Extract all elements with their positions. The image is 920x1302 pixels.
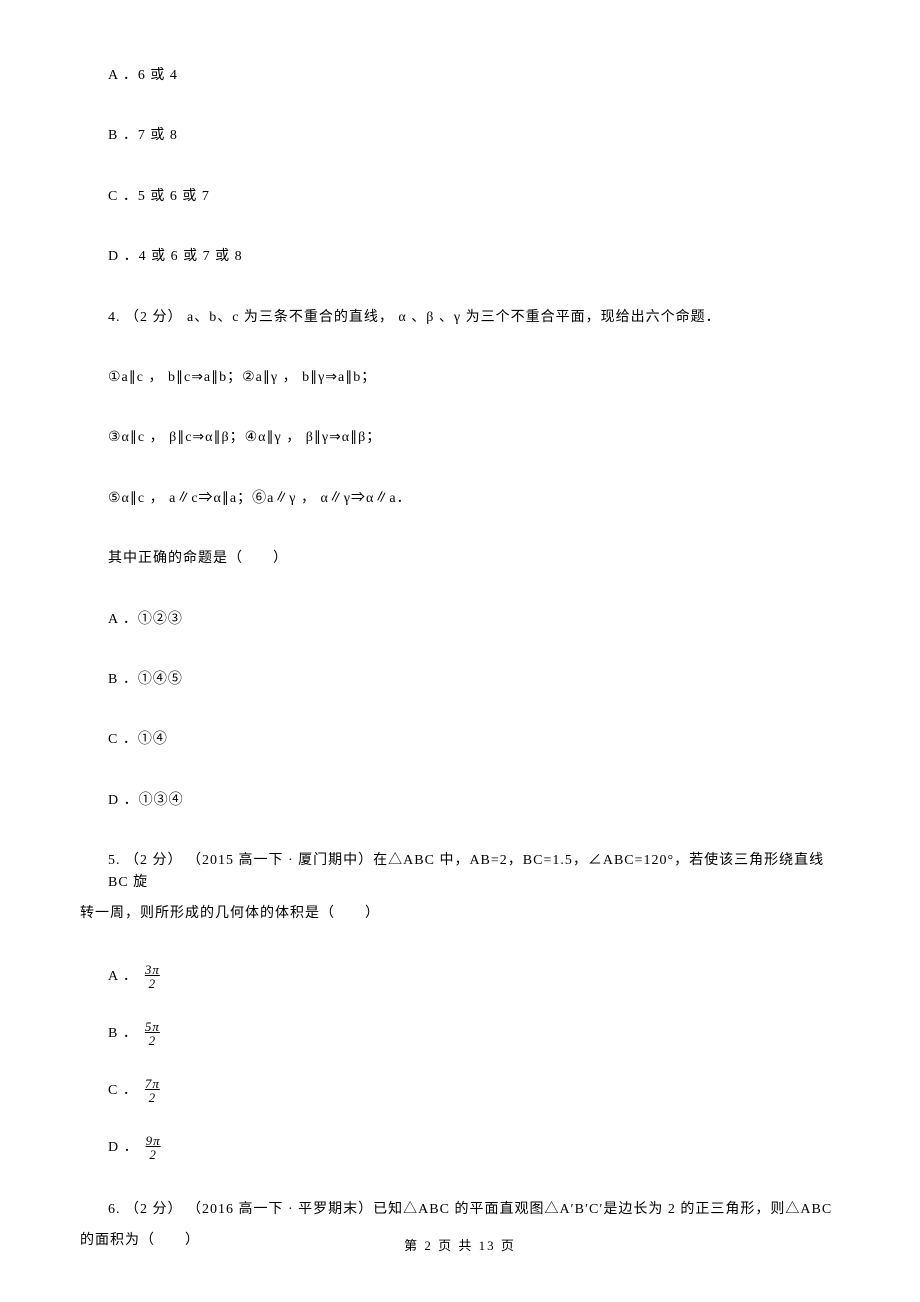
q4-option-a: A ．①②③: [80, 609, 840, 631]
q3-option-a: A ．6 或 4: [80, 65, 840, 87]
q5-option-c-num: 7π: [144, 1077, 161, 1091]
q5-option-b-num: 5π: [144, 1020, 161, 1034]
q4-option-d: D ．①③④: [80, 790, 840, 812]
q5-option-b-label: B ．: [108, 1023, 138, 1045]
q5-stem-line2: 转一周，则所形成的几何体的体积是（ ）: [80, 903, 840, 925]
q4-option-b: B ．①④⑤: [80, 669, 840, 691]
q5-option-b-fraction: 5π 2: [144, 1020, 161, 1047]
q5-option-c-fraction: 7π 2: [144, 1077, 161, 1104]
q4-line2: ③α∥c ， β∥c⇒α∥β；④α∥γ ， β∥γ⇒α∥β；: [80, 427, 840, 449]
q5-option-b-den: 2: [144, 1034, 161, 1047]
q3-option-b: B ．7 或 8: [80, 125, 840, 147]
q3-option-d: D ．4 或 6 或 7 或 8: [80, 246, 840, 268]
q4-line3: ⑤α∥c ， a∥c⇒α∥a；⑥a∥γ ， α∥γ⇒α∥a．: [80, 488, 840, 510]
q5-option-d-fraction: 9π 2: [145, 1134, 162, 1161]
q5-option-a-num: 3π: [144, 963, 161, 977]
q5-option-c-den: 2: [144, 1091, 161, 1104]
q5-stem-line1: 5. （2 分） （2015 高一下 · 厦门期中）在△ABC 中，AB=2，B…: [80, 850, 840, 895]
q5-option-b: B ． 5π 2: [80, 1020, 840, 1047]
q4-option-c: C ．①④: [80, 729, 840, 751]
page-footer: 第 2 页 共 13 页: [0, 1236, 920, 1257]
q5-option-a-label: A ．: [108, 966, 138, 988]
q5-option-a: A ． 3π 2: [80, 963, 840, 990]
q6-stem-line1: 6. （2 分） （2016 高一下 · 平罗期末）已知△ABC 的平面直观图△…: [80, 1199, 840, 1221]
q4-ask: 其中正确的命题是（ ）: [80, 548, 840, 570]
q5-option-a-fraction: 3π 2: [144, 963, 161, 990]
q5-option-d: D ． 9π 2: [80, 1134, 840, 1161]
q5-option-a-den: 2: [144, 977, 161, 990]
q5-option-c: C ． 7π 2: [80, 1077, 840, 1104]
q3-option-c: C ．5 或 6 或 7: [80, 186, 840, 208]
q4-stem: 4. （2 分） a、b、c 为三条不重合的直线， α 、β 、γ 为三个不重合…: [80, 307, 840, 329]
q4-line1: ①a∥c ， b∥c⇒a∥b；②a∥γ ， b∥γ⇒a∥b；: [80, 367, 840, 389]
q5-option-d-label: D ．: [108, 1137, 139, 1159]
q5-option-d-den: 2: [145, 1148, 162, 1161]
q5-option-d-num: 9π: [145, 1134, 162, 1148]
q5-option-c-label: C ．: [108, 1080, 138, 1102]
